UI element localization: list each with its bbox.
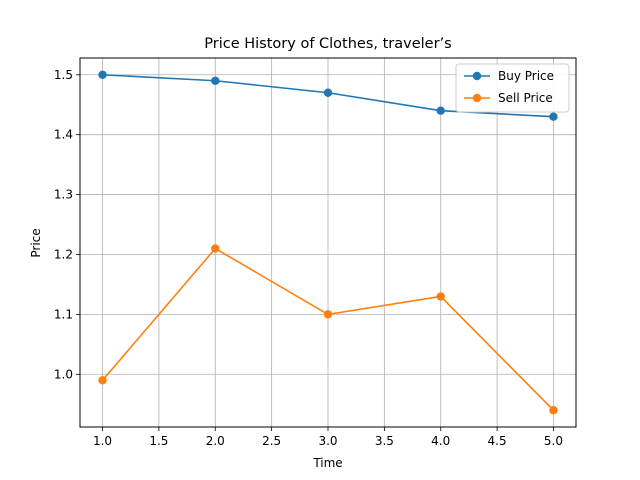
x-axis-title: Time xyxy=(312,456,342,470)
x-tick-label: 4.5 xyxy=(488,434,507,448)
axis-ticks: 1.0 1.5 2.0 2.5 3.0 3.5 4.0 4.5 5.0 1.0 1.1 1.2 1.3 1… xyxy=(54,68,563,448)
legend-item: Sell Price xyxy=(464,91,553,105)
y-axis-title: Price xyxy=(29,228,43,257)
series-layer xyxy=(98,70,558,415)
x-tick-label: 4.0 xyxy=(431,434,450,448)
chart-title: Price History of Clothes, traveler’s xyxy=(204,36,451,52)
data-point xyxy=(436,106,445,115)
y-tick-label: 1.2 xyxy=(54,247,73,261)
y-tick-label: 1.0 xyxy=(54,367,73,381)
y-tick-label: 1.4 xyxy=(54,128,73,142)
x-tick-label: 3.0 xyxy=(318,434,337,448)
data-point xyxy=(98,376,107,385)
data-point xyxy=(323,88,333,97)
data-point xyxy=(323,310,333,319)
data-point xyxy=(98,70,107,79)
x-tick-label: 5.0 xyxy=(544,434,563,448)
data-point xyxy=(549,406,558,415)
y-tick-label: 1.1 xyxy=(54,307,73,321)
data-point xyxy=(211,244,220,253)
x-tick-label: 3.5 xyxy=(375,434,394,448)
y-tick-label: 1.3 xyxy=(54,188,73,202)
legend-label: Buy Price xyxy=(498,69,554,83)
x-tick-label: 2.0 xyxy=(206,434,225,448)
series-1 xyxy=(98,244,558,415)
data-point xyxy=(549,112,558,121)
series-0 xyxy=(98,70,558,121)
x-tick-label: 2.5 xyxy=(262,434,281,448)
legend-marker xyxy=(472,71,482,81)
legend-marker xyxy=(472,93,482,103)
data-point xyxy=(211,76,220,85)
x-tick-label: 1.5 xyxy=(149,434,168,448)
legend-item: Buy Price xyxy=(464,69,554,83)
legend: Buy Price Sell Price xyxy=(455,63,570,113)
legend-label: Sell Price xyxy=(498,91,553,105)
y-tick-label: 1.5 xyxy=(54,68,73,82)
x-tick-label: 1.0 xyxy=(93,434,112,448)
data-point xyxy=(436,292,445,301)
